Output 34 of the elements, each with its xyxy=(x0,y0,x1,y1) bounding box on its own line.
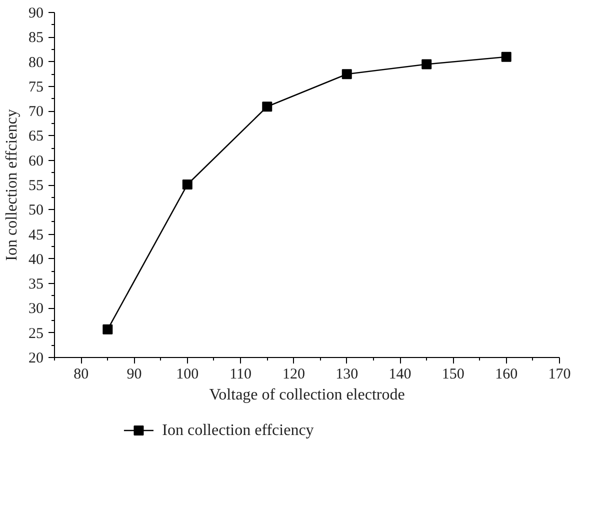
x-tick-label: 150 xyxy=(442,366,464,382)
x-tick-label: 120 xyxy=(282,366,305,382)
y-tick-label: 50 xyxy=(28,202,44,219)
x-axis-title: Voltage of collection electrode xyxy=(209,386,405,404)
y-tick-label: 65 xyxy=(28,128,44,145)
legend-label: Ion collection effciency xyxy=(162,422,314,439)
y-tick-label: 25 xyxy=(28,326,44,342)
point xyxy=(182,180,192,190)
y-tick-label: 90 xyxy=(28,6,44,22)
point xyxy=(422,59,432,70)
x-tick-label: 100 xyxy=(176,366,199,382)
y-tick-label: 70 xyxy=(28,104,44,120)
point xyxy=(501,52,512,62)
y-tick-label: 60 xyxy=(28,153,44,170)
y-tick-label: 35 xyxy=(28,276,44,293)
x-tick-label: 140 xyxy=(388,366,412,382)
point xyxy=(102,324,113,334)
x-tick-label: 170 xyxy=(548,366,571,382)
x-tick-label: 160 xyxy=(495,366,518,382)
y-tick-label: 30 xyxy=(28,301,44,318)
y-tick-label: 45 xyxy=(28,227,44,244)
x-tick-label: 110 xyxy=(230,366,252,382)
y-tick-label: 40 xyxy=(28,252,44,268)
point xyxy=(262,102,272,112)
y-tick-label: 55 xyxy=(28,178,44,194)
x-tick-label: 80 xyxy=(74,366,89,382)
x-tick-label: 90 xyxy=(126,366,142,382)
x-tick-label: 130 xyxy=(336,366,358,382)
point xyxy=(342,69,352,80)
y-tick-label: 20 xyxy=(28,350,44,366)
y-axis-title: Ion collection effciency xyxy=(4,109,20,261)
y-tick-label: 80 xyxy=(28,54,44,71)
y-tick-label: 75 xyxy=(28,79,44,96)
y-tick-label: 85 xyxy=(28,30,44,46)
